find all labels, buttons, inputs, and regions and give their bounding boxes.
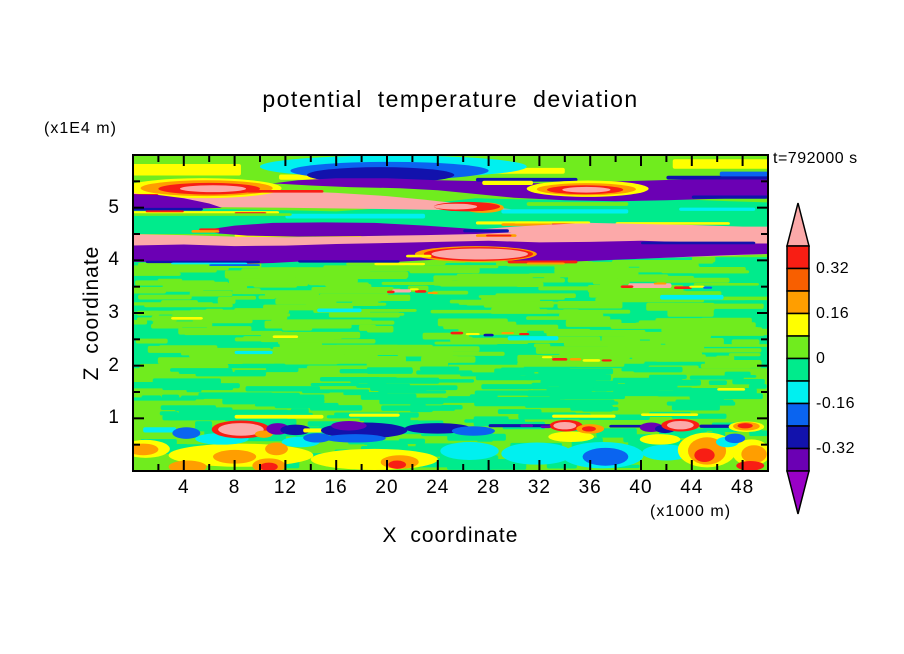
x-tick-label: 28 [477, 477, 501, 498]
z-tick-label: 2 [108, 354, 120, 376]
x-axis-title: X coordinate [382, 524, 519, 547]
x-tick-label: 40 [629, 477, 653, 498]
colorbar-segment [786, 312, 810, 337]
colorbar-segment [786, 357, 810, 382]
colorbar-tick-label: -0.16 [816, 394, 855, 412]
z-tick-label: 1 [108, 407, 120, 429]
plot-title: potential temperature deviation [262, 86, 639, 112]
colorbar-segment [786, 447, 810, 472]
z-tick-label: 4 [108, 249, 120, 271]
contour-field [133, 155, 768, 471]
x-tick-label: 36 [578, 477, 602, 498]
x-tick-label: 44 [680, 477, 704, 498]
colorbar-tick-label: 0.16 [816, 304, 850, 322]
x-tick-label: 16 [324, 477, 348, 498]
colorbar-arrow-up [786, 202, 810, 247]
x-tick-label: 12 [273, 477, 297, 498]
colorbar-segment [786, 290, 810, 315]
z-tick-label: 3 [108, 302, 120, 323]
x-tick-label: 32 [527, 477, 551, 498]
colorbar [786, 202, 810, 515]
colorbar-segment [786, 267, 810, 292]
colorbar-segment [786, 425, 810, 450]
x-axis-unit: (x1000 m) [650, 503, 732, 520]
plot-frame [132, 154, 769, 472]
time-stamp: t=792000 s [773, 150, 858, 167]
colorbar-segment [786, 380, 810, 405]
x-tick-label: 24 [426, 477, 450, 498]
axis-ticks [134, 156, 769, 470]
z-axis-title: Z coordinate [80, 245, 103, 381]
colorbar-segment [786, 335, 810, 360]
z-tick-label: 5 [108, 196, 120, 218]
z-axis-unit: (x1E4 m) [44, 120, 117, 137]
colorbar-tick-label: -0.32 [816, 439, 855, 457]
x-tick-label: 4 [178, 477, 190, 498]
colorbar-arrow-down [786, 470, 810, 515]
x-tick-label: 20 [375, 477, 399, 498]
x-tick-label: 48 [731, 477, 755, 498]
colorbar-tick-label: 0.32 [816, 259, 850, 277]
colorbar-segment [786, 245, 810, 270]
colorbar-tick-label: 0 [816, 349, 826, 367]
x-tick-label: 8 [228, 477, 241, 498]
colorbar-segment [786, 402, 810, 427]
